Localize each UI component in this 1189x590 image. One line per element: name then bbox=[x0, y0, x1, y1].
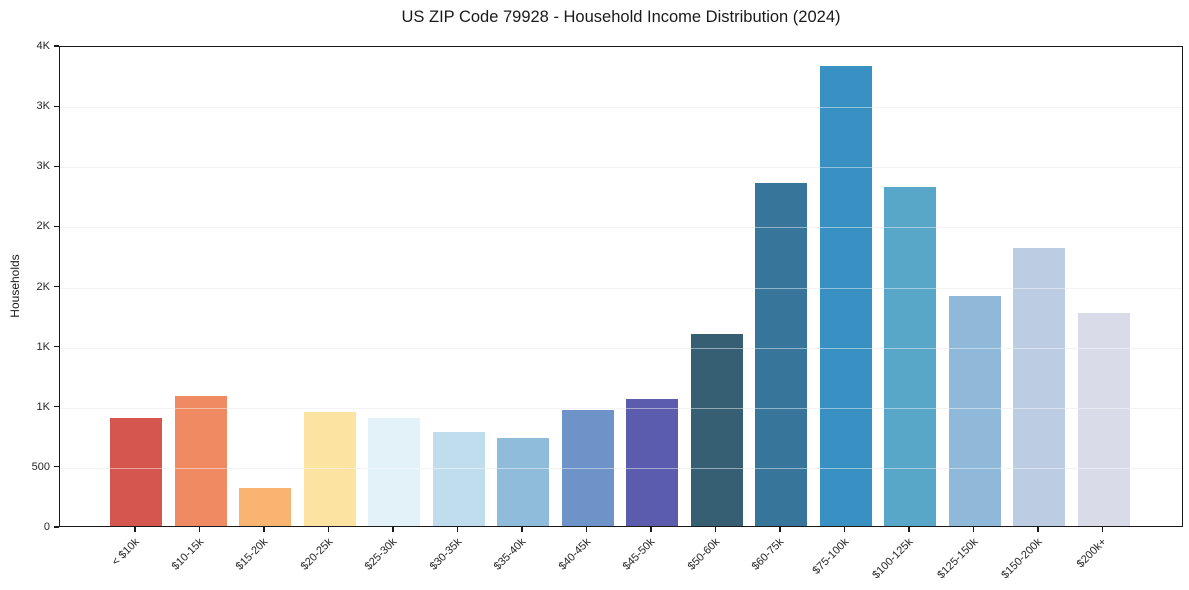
x-tick-mark bbox=[779, 527, 781, 532]
bar bbox=[303, 411, 356, 526]
bar bbox=[948, 296, 1001, 526]
y-tick-label: 2K bbox=[36, 280, 50, 293]
bar bbox=[432, 432, 485, 526]
bar bbox=[561, 409, 614, 526]
y-tick-label: 1K bbox=[36, 400, 50, 413]
chart-title: US ZIP Code 79928 - Household Income Dis… bbox=[401, 8, 841, 26]
bar bbox=[1013, 248, 1065, 526]
x-tick-label: $10-15k bbox=[169, 536, 206, 573]
gridline bbox=[60, 167, 1182, 169]
y-tick-label: 4K bbox=[36, 40, 50, 52]
x-tick-label: $100-125k bbox=[870, 536, 916, 582]
x-tick-mark bbox=[1037, 527, 1039, 532]
x-tick-mark bbox=[263, 527, 265, 532]
gridline-overlay bbox=[60, 167, 1182, 169]
bar bbox=[497, 437, 549, 526]
x-tick-label: $75-100k bbox=[810, 536, 851, 577]
x-tick-mark bbox=[456, 527, 459, 532]
y-tick-mark bbox=[54, 466, 59, 468]
gridline bbox=[60, 347, 1182, 349]
x-tick-mark bbox=[521, 527, 523, 532]
x-tick-mark bbox=[327, 527, 330, 532]
y-tick-mark bbox=[54, 45, 59, 47]
y-tick-mark bbox=[54, 526, 59, 528]
x-tick-label: $30-35k bbox=[427, 536, 464, 573]
y-tick-label: 2K bbox=[36, 220, 50, 233]
y-tick-mark bbox=[54, 285, 59, 288]
x-tick-label: $35-40k bbox=[491, 536, 529, 573]
gridline bbox=[60, 107, 1182, 109]
gridline bbox=[60, 227, 1182, 229]
y-tick-label: 500 bbox=[31, 460, 50, 473]
gridline-overlay bbox=[60, 467, 1182, 469]
y-tick-mark bbox=[54, 165, 59, 167]
y-tick-label: 3K bbox=[36, 100, 50, 113]
x-tick-mark bbox=[908, 527, 910, 532]
y-tick-label: 0 bbox=[43, 521, 50, 533]
x-tick-mark bbox=[198, 527, 201, 532]
x-tick-label: $25-30k bbox=[362, 536, 400, 573]
x-tick-mark bbox=[392, 527, 394, 532]
x-tick-mark bbox=[650, 527, 652, 532]
bar bbox=[174, 396, 227, 526]
y-tick-label: 3K bbox=[36, 160, 50, 173]
bar bbox=[690, 333, 743, 526]
y-tick-mark bbox=[54, 225, 59, 227]
x-tick-label: $60-75k bbox=[749, 536, 787, 573]
x-tick-label: $200k+ bbox=[1074, 536, 1109, 571]
x-tick-label: $125-150k bbox=[934, 536, 980, 582]
y-tick-label: 1K bbox=[36, 340, 50, 353]
y-tick-mark bbox=[54, 105, 59, 107]
gridline bbox=[60, 287, 1182, 289]
gridline-overlay bbox=[60, 107, 1182, 109]
x-tick-mark bbox=[972, 527, 975, 532]
bar bbox=[884, 186, 936, 526]
y-tick-mark bbox=[54, 346, 59, 348]
gridline bbox=[60, 467, 1182, 469]
bar bbox=[1077, 313, 1130, 526]
plot-area bbox=[59, 46, 1183, 527]
x-tick-label: $50-60k bbox=[685, 536, 722, 573]
x-tick-label: $40-45k bbox=[556, 536, 593, 573]
x-tick-mark bbox=[585, 527, 588, 532]
bar bbox=[626, 398, 678, 526]
x-tick-label: $150-200k bbox=[999, 536, 1045, 582]
gridline-overlay bbox=[60, 227, 1182, 229]
bar bbox=[110, 418, 162, 526]
x-tick-label: < $10k bbox=[109, 536, 142, 569]
x-tick-mark bbox=[714, 527, 717, 532]
x-tick-label: $15-20k bbox=[233, 536, 271, 573]
bar bbox=[239, 487, 291, 526]
x-tick-label: $45-50k bbox=[620, 536, 658, 573]
bar bbox=[819, 66, 872, 526]
x-tick-label: $20-25k bbox=[298, 536, 335, 573]
x-tick-mark bbox=[843, 527, 846, 532]
gridline bbox=[60, 407, 1182, 409]
y-tick-mark bbox=[54, 406, 59, 408]
bar bbox=[755, 183, 807, 526]
gridline-overlay bbox=[60, 347, 1182, 349]
gridline-overlay bbox=[60, 287, 1182, 289]
x-tick-mark bbox=[134, 527, 136, 532]
x-tick-mark bbox=[1101, 527, 1104, 532]
gridline-overlay bbox=[60, 407, 1182, 409]
bar bbox=[368, 417, 420, 526]
